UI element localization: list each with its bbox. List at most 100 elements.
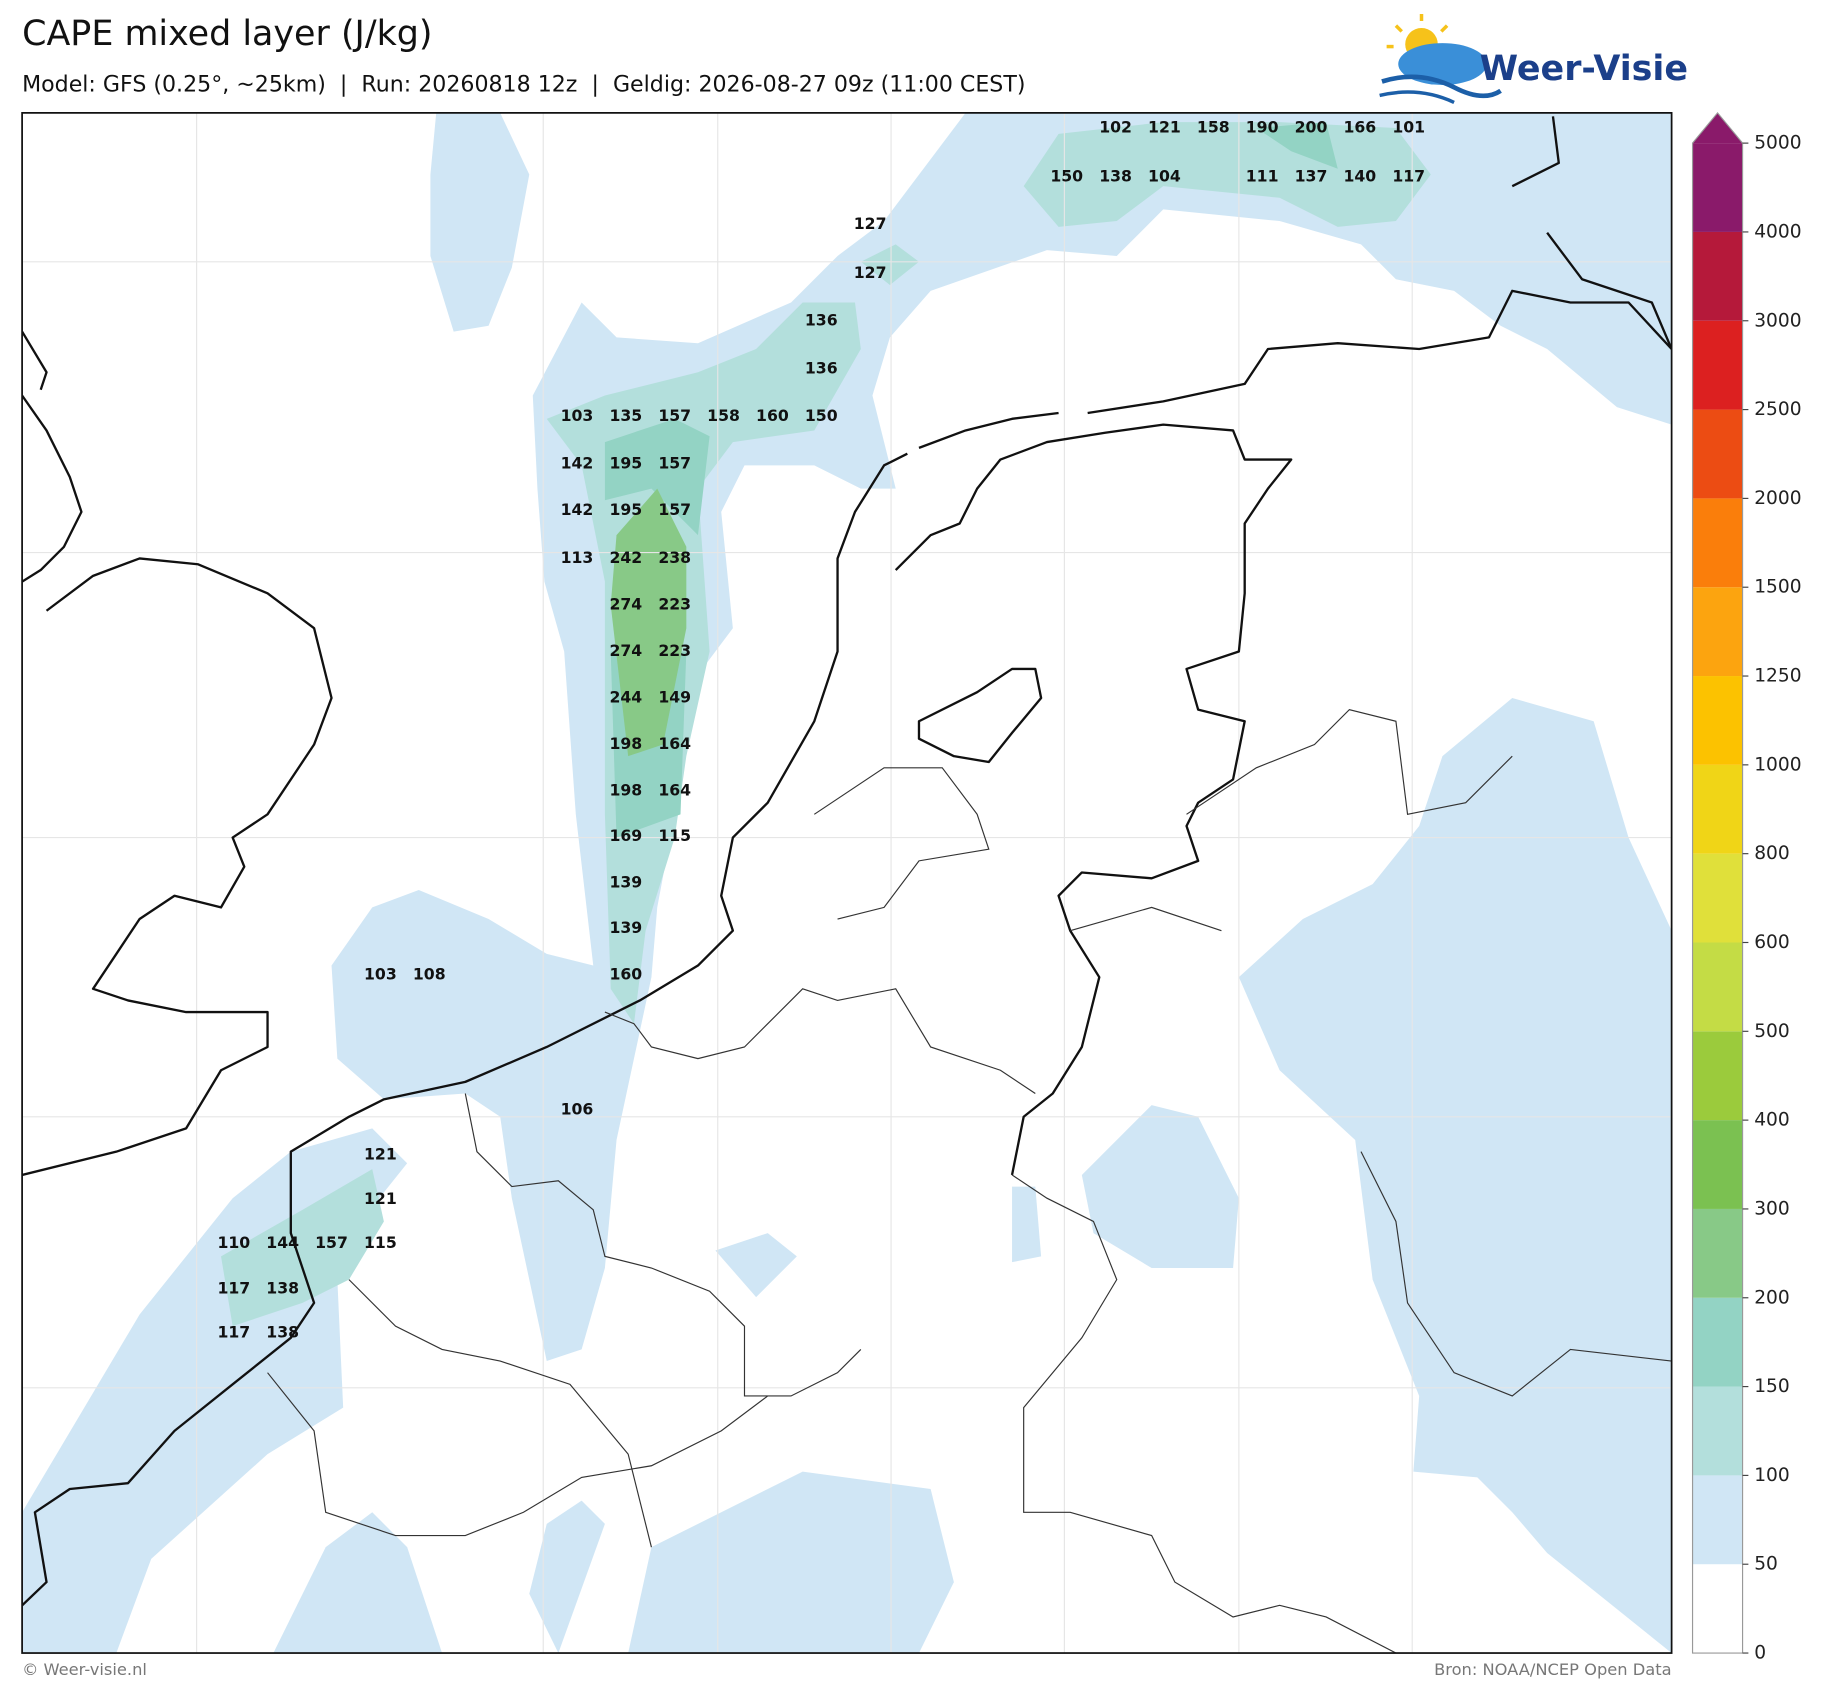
cape-labels: 102 121 158 190 200 166 101 150 138 104 111 137 140 1…: [217, 118, 1425, 1342]
cape-value-label: 137: [1295, 166, 1328, 185]
colorbar-tick-label: 2000: [1754, 488, 1801, 509]
colorbar-tick-label: 1000: [1754, 754, 1801, 775]
colorbar-tick-label: 500: [1754, 1021, 1790, 1042]
logo-text: Weer-Visie: [1480, 49, 1688, 89]
colorbar-segment: [1692, 853, 1743, 943]
cape-value-label: 195: [609, 500, 642, 519]
cape-value-label: 117: [217, 1323, 250, 1342]
colorbar-segment: [1692, 1297, 1743, 1387]
cape-value-label: 164: [658, 734, 691, 753]
cape-value-label: 238: [658, 548, 691, 567]
cape-value-label: 106: [561, 1099, 594, 1118]
cape-value-label: 157: [658, 500, 691, 519]
cape-value-label: 102: [1099, 118, 1132, 137]
cape-value-label: 158: [1197, 118, 1230, 137]
cape-value-label: 115: [658, 826, 691, 845]
cape-value-label: 136: [805, 358, 838, 377]
colorbar-tick-label: 4000: [1754, 221, 1801, 242]
cape-value-label: 108: [413, 964, 446, 983]
cape-value-label: 223: [658, 594, 691, 613]
cape-value-label: 195: [609, 454, 642, 473]
borders: [267, 708, 1672, 1654]
cape-value-label: 127: [854, 214, 887, 233]
colorbar-tick-label: 1500: [1754, 577, 1801, 598]
cape-value-label: 200: [1295, 118, 1328, 137]
cape-value-label: 136: [805, 311, 838, 330]
cape-value-label: 138: [266, 1278, 299, 1297]
cape-value-label: 142: [561, 454, 594, 473]
cape-value-label: 121: [364, 1145, 397, 1164]
footer-right: Bron: NOAA/NCEP Open Data: [1434, 1660, 1672, 1679]
cape-200-300: [610, 488, 687, 757]
cape-value-label: 140: [1343, 166, 1376, 185]
cape-value-label: 149: [658, 688, 691, 707]
colorbar-tick-label: 50: [1754, 1554, 1778, 1575]
cape-value-label: 111: [1246, 166, 1279, 185]
colorbar-segment: [1692, 1386, 1743, 1476]
colorbar-tick-label: 2500: [1754, 399, 1801, 420]
cape-value-label: 166: [1343, 118, 1376, 137]
subtitle: Model: GFS (0.25°, ~25km) | Run: 2026081…: [22, 71, 1025, 97]
cape-value-label: 244: [609, 688, 642, 707]
cape-value-label: 169: [609, 826, 642, 845]
colorbar-tick-label: 300: [1754, 1198, 1790, 1219]
colorbar-tick-label: 600: [1754, 932, 1790, 953]
cape-value-label: 157: [658, 406, 691, 425]
cape-value-label: 121: [1148, 118, 1181, 137]
cape-value-label: 223: [658, 641, 691, 660]
cape-value-label: 103: [364, 964, 397, 983]
cape-value-label: 135: [609, 406, 642, 425]
cape-value-label: 160: [756, 406, 789, 425]
colorbar-segment: [1692, 143, 1743, 232]
cape-value-label: 138: [1099, 166, 1132, 185]
cape-value-label: 144: [266, 1233, 299, 1252]
cape-value-label: 158: [707, 406, 740, 425]
colorbar-segment: [1692, 498, 1743, 588]
cape-value-label: 139: [609, 872, 642, 891]
graticule: [22, 112, 1672, 1654]
cape-value-label: 117: [1392, 166, 1425, 185]
colorbar-tick-label: 5000: [1754, 133, 1801, 154]
cape-value-label: 138: [266, 1323, 299, 1342]
cape-value-label: 242: [609, 548, 642, 567]
colorbar-tick-label: 400: [1754, 1110, 1790, 1131]
colorbar-tick-label: 0: [1754, 1643, 1766, 1664]
title: CAPE mixed layer (J/kg): [22, 14, 432, 54]
cape-value-label: 157: [658, 454, 691, 473]
colorbar-segment: [1692, 942, 1743, 1032]
cape-value-label: 115: [364, 1233, 397, 1252]
colorbar-segment: [1692, 587, 1743, 677]
colorbar-outline: [1691, 111, 1744, 1654]
cape-value-label: 274: [609, 641, 642, 660]
cape-value-label: 127: [854, 263, 887, 282]
cape-value-label: 150: [1050, 166, 1083, 185]
colorbar-extend: [1692, 112, 1743, 144]
colorbar-segment: [1692, 1120, 1743, 1209]
cape-value-label: 274: [609, 594, 642, 613]
colorbar-segment: [1692, 1031, 1743, 1121]
colorbar-segment: [1692, 409, 1743, 499]
cape-value-label: 103: [561, 406, 594, 425]
footer-left: © Weer-visie.nl: [22, 1660, 147, 1679]
cape-value-label: 164: [658, 781, 691, 800]
colorbar-segment: [1692, 764, 1743, 854]
colorbar-segment: [1692, 1564, 1743, 1654]
cape-value-label: 139: [609, 918, 642, 937]
colorbar-segment: [1692, 231, 1743, 321]
colorbar-segment: [1692, 676, 1743, 765]
cape-value-label: 157: [315, 1233, 348, 1252]
colorbar-tick-label: 200: [1754, 1287, 1790, 1308]
cape-value-label: 113: [561, 548, 594, 567]
colorbar-segment: [1692, 320, 1743, 410]
cape-value-label: 160: [609, 964, 642, 983]
colorbar-tick-label: 100: [1754, 1465, 1790, 1486]
cape-value-label: 142: [561, 500, 594, 519]
colorbar-segment: [1692, 1208, 1743, 1298]
colorbar-tick-label: 150: [1754, 1376, 1790, 1397]
cape-value-label: 110: [217, 1233, 250, 1252]
cape-value-label: 101: [1392, 118, 1425, 137]
cape-value-label: 121: [364, 1189, 397, 1208]
cape-value-label: 198: [609, 781, 642, 800]
